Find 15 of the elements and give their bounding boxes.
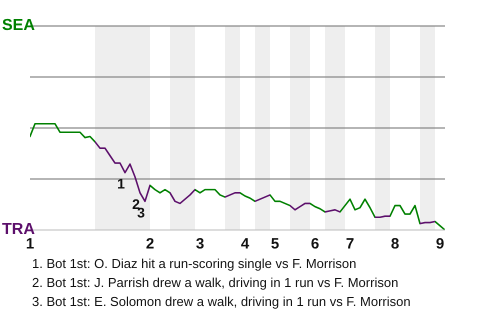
text: 1. Bot 1st: O. Diaz hit a run-scoring single vs F. Morrison xyxy=(32,255,358,273)
x-tick-label: 9 xyxy=(436,236,444,253)
x-tick-label: 5 xyxy=(270,236,280,253)
x-tick-label: 4 xyxy=(240,236,250,253)
x-tick-label: 2 xyxy=(146,236,154,253)
text: 2. Bot 1st: J. Parrish drew a walk, driving in 1 run vs F. Morrison xyxy=(32,274,400,292)
annotation: TRA xyxy=(2,220,35,238)
x-tick-label: 1 xyxy=(26,236,34,253)
x-tick-label: 3 xyxy=(196,236,204,253)
annotation: 1 xyxy=(117,176,126,192)
x-tick-label: 6 xyxy=(310,236,320,253)
text: SEA xyxy=(2,16,35,36)
x-tick-label: 8 xyxy=(390,236,400,253)
text: 3. Bot 1st: E. Solomon drew a walk, driving in 1 run vs F. Morrison xyxy=(32,293,411,311)
x-tick-label: 7 xyxy=(346,236,354,253)
